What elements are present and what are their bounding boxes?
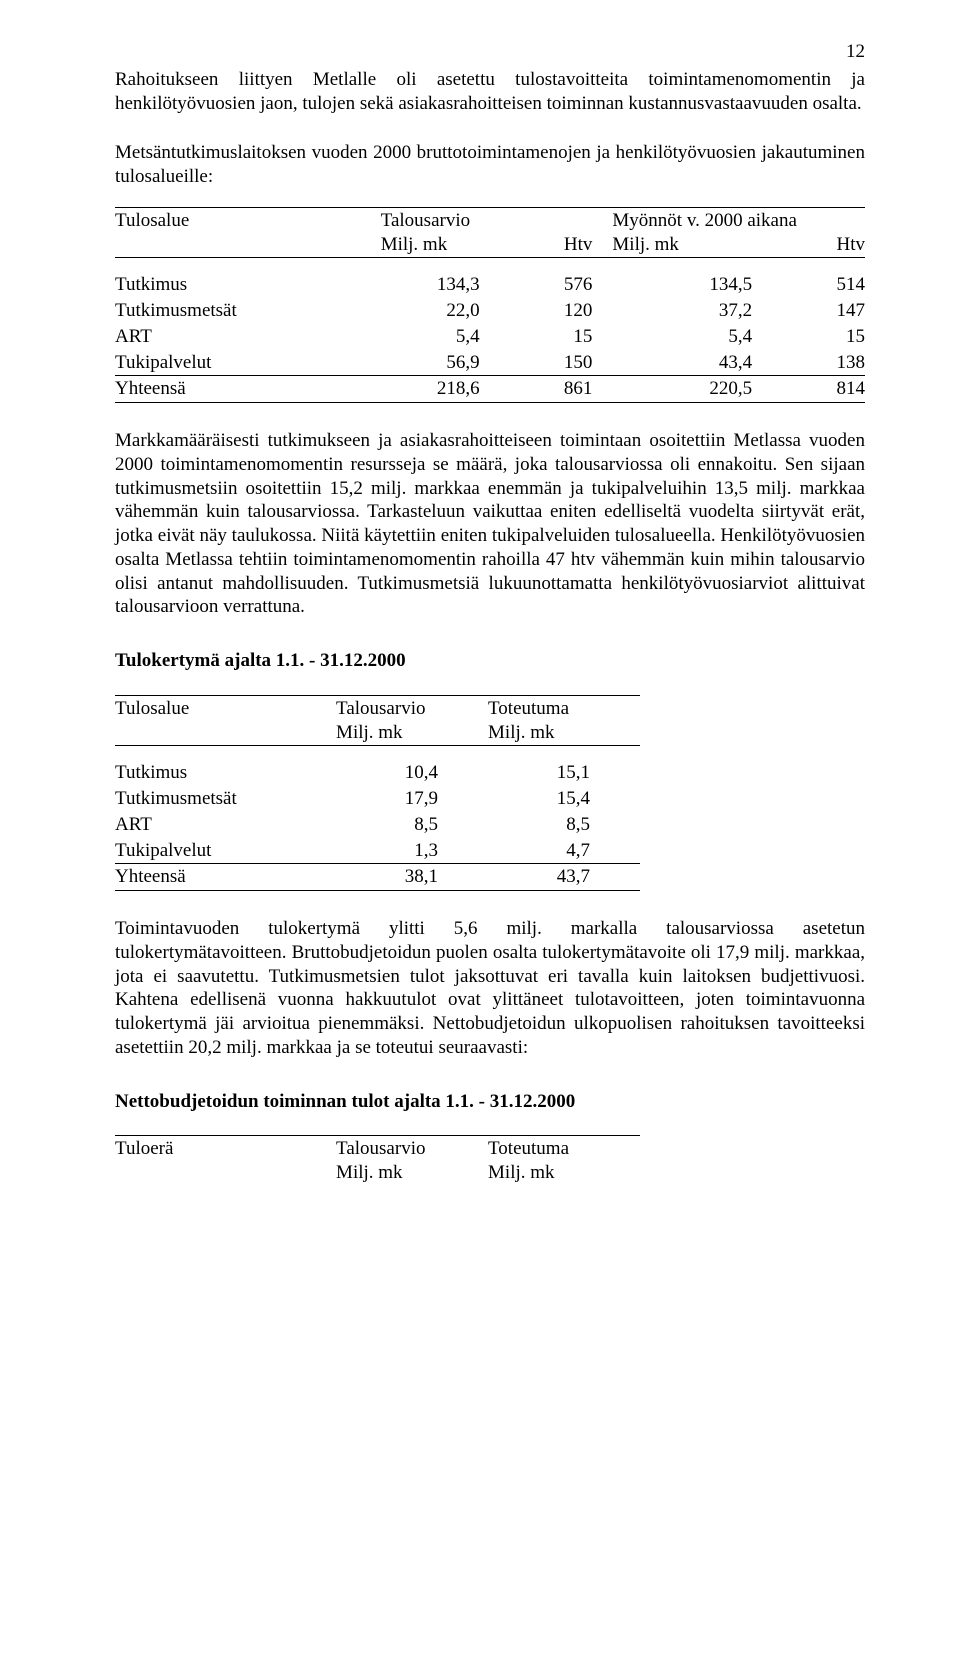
row-label: Tutkimus bbox=[115, 760, 336, 786]
row-label: ART bbox=[115, 812, 336, 838]
row-label: ART bbox=[115, 324, 341, 350]
cell: 4,7 bbox=[488, 838, 640, 864]
table-row: Tukipalvelut 1,3 4,7 bbox=[115, 838, 640, 864]
cell: 150 bbox=[480, 350, 593, 376]
cell: 8,5 bbox=[488, 812, 640, 838]
col-header: Toteutuma bbox=[488, 695, 640, 720]
table-row: Tutkimusmetsät 17,9 15,4 bbox=[115, 786, 640, 812]
cell: 147 bbox=[752, 298, 865, 324]
paragraph: Toimintavuoden tulokertymä ylitti 5,6 mi… bbox=[115, 917, 865, 1060]
table-row: ART 5,4 15 5,4 15 bbox=[115, 324, 865, 350]
cell: 37,2 bbox=[592, 298, 752, 324]
row-label: Tutkimusmetsät bbox=[115, 786, 336, 812]
col-header: Tulosalue bbox=[115, 695, 336, 720]
cell: 15,4 bbox=[488, 786, 640, 812]
row-label: Tutkimusmetsät bbox=[115, 298, 341, 324]
paragraph: Markkamääräisesti tutkimukseen ja asiaka… bbox=[115, 429, 865, 619]
cell: 576 bbox=[480, 272, 593, 298]
cell: 514 bbox=[752, 272, 865, 298]
section-heading: Tulokertymä ajalta 1.1. - 31.12.2000 bbox=[115, 649, 865, 673]
table-row: Tutkimusmetsät 22,0 120 37,2 147 bbox=[115, 298, 865, 324]
col-header: Tulosalue bbox=[115, 207, 341, 232]
row-label: Tutkimus bbox=[115, 272, 341, 298]
cell: 10,4 bbox=[336, 760, 488, 786]
paragraph: Metsäntutkimuslaitoksen vuoden 2000 brut… bbox=[115, 141, 865, 189]
cell: 38,1 bbox=[336, 864, 488, 891]
income-table: Tulosalue Talousarvio Toteutuma Milj. mk… bbox=[115, 695, 865, 891]
cell: 5,4 bbox=[592, 324, 752, 350]
col-subheader: Milj. mk bbox=[592, 233, 752, 258]
table-row: Tutkimus 134,3 576 134,5 514 bbox=[115, 272, 865, 298]
netbudget-table: Tuloerä Talousarvio Toteutuma Milj. mk M… bbox=[115, 1135, 865, 1186]
col-subheader: Milj. mk bbox=[488, 1161, 640, 1186]
cell: 15 bbox=[480, 324, 593, 350]
cell: 218,6 bbox=[341, 376, 480, 403]
row-label: Yhteensä bbox=[115, 864, 336, 891]
cell: 22,0 bbox=[341, 298, 480, 324]
cell: 15 bbox=[752, 324, 865, 350]
cell: 17,9 bbox=[336, 786, 488, 812]
cell: 56,9 bbox=[341, 350, 480, 376]
cell: 134,3 bbox=[341, 272, 480, 298]
table-row: Tukipalvelut 56,9 150 43,4 138 bbox=[115, 350, 865, 376]
cell: 8,5 bbox=[336, 812, 488, 838]
cell: 5,4 bbox=[341, 324, 480, 350]
cell: 220,5 bbox=[592, 376, 752, 403]
table-total-row: Yhteensä 38,1 43,7 bbox=[115, 864, 640, 891]
col-header: Toteutuma bbox=[488, 1136, 640, 1161]
paragraph: Rahoitukseen liittyen Metlalle oli asete… bbox=[115, 68, 865, 116]
col-header: Talousarvio bbox=[341, 207, 593, 232]
section-heading: Nettobudjetoidun toiminnan tulot ajalta … bbox=[115, 1090, 865, 1114]
col-subheader: Milj. mk bbox=[488, 721, 640, 746]
col-header: Talousarvio bbox=[336, 695, 488, 720]
cell: 814 bbox=[752, 376, 865, 403]
cell: 138 bbox=[752, 350, 865, 376]
cell: 1,3 bbox=[336, 838, 488, 864]
col-subheader: Htv bbox=[480, 233, 593, 258]
cell: 43,4 bbox=[592, 350, 752, 376]
page-number: 12 bbox=[115, 40, 865, 64]
table-row: ART 8,5 8,5 bbox=[115, 812, 640, 838]
col-subheader: Milj. mk bbox=[336, 721, 488, 746]
cell: 15,1 bbox=[488, 760, 640, 786]
cell: 120 bbox=[480, 298, 593, 324]
row-label: Yhteensä bbox=[115, 376, 341, 403]
allocation-table: Tulosalue Talousarvio Myönnöt v. 2000 ai… bbox=[115, 207, 865, 403]
table-row: Tutkimus 10,4 15,1 bbox=[115, 760, 640, 786]
col-header: Myönnöt v. 2000 aikana bbox=[592, 207, 865, 232]
table-total-row: Yhteensä 218,6 861 220,5 814 bbox=[115, 376, 865, 403]
col-subheader: Milj. mk bbox=[341, 233, 480, 258]
row-label: Tukipalvelut bbox=[115, 838, 336, 864]
col-subheader: Htv bbox=[752, 233, 865, 258]
cell: 861 bbox=[480, 376, 593, 403]
row-label: Tukipalvelut bbox=[115, 350, 341, 376]
col-header: Tuloerä bbox=[115, 1136, 336, 1161]
cell: 43,7 bbox=[488, 864, 640, 891]
cell: 134,5 bbox=[592, 272, 752, 298]
col-subheader: Milj. mk bbox=[336, 1161, 488, 1186]
col-header: Talousarvio bbox=[336, 1136, 488, 1161]
